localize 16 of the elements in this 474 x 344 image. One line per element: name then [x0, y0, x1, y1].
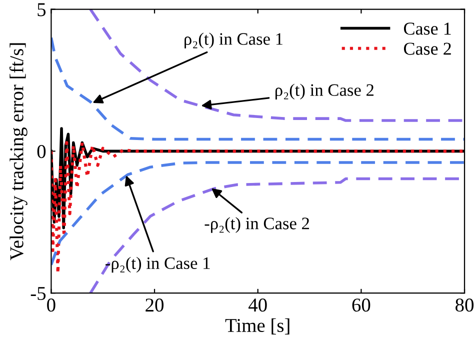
x-tick-label: 80: [456, 298, 474, 312]
y-tick-label: 0: [37, 145, 46, 158]
y-axis-title: Velocity tracking error [ft/s]: [9, 43, 28, 260]
x-tick-label: 0: [47, 298, 56, 312]
legend-label: Case 2: [404, 42, 451, 55]
x-tick-label: 60: [352, 298, 370, 312]
x-tick-label: 40: [248, 298, 267, 312]
y-tick-label: -5: [30, 287, 46, 300]
x-tick-label: 20: [146, 298, 164, 312]
y-tick-label: 5: [38, 3, 46, 16]
annotation: ρ₂(t) in Case 1: [184, 32, 282, 48]
annotation: ρ₂(t) in Case 2: [276, 84, 374, 100]
legend-label: Case 1: [404, 22, 451, 35]
x-axis-title: Time [s]: [225, 318, 290, 334]
annotation: -ρ₂(t) in Case 2: [204, 217, 309, 233]
line-series: [89, 9, 465, 122]
